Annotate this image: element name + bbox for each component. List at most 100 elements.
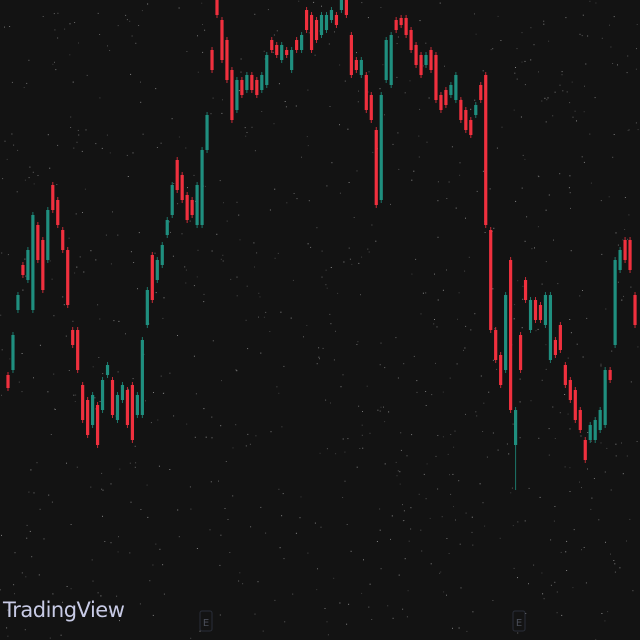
- speckle: [538, 437, 540, 439]
- speckle: [623, 295, 624, 297]
- candle-body: [439, 95, 443, 110]
- speckle: [626, 540, 627, 542]
- speckle: [561, 74, 563, 76]
- speckle: [218, 480, 219, 482]
- speckle: [554, 438, 556, 439]
- speckle: [21, 572, 23, 574]
- speckle: [43, 538, 45, 540]
- speckle: [489, 188, 491, 190]
- speckle: [54, 408, 56, 410]
- speckle: [284, 101, 286, 102]
- speckle: [519, 378, 521, 380]
- speckle: [78, 42, 79, 44]
- candle-body: [225, 40, 229, 80]
- speckle: [547, 97, 549, 99]
- speckle: [232, 447, 234, 449]
- candle-body: [533, 300, 538, 320]
- speckle: [413, 355, 415, 357]
- speckle: [50, 434, 52, 435]
- speckle: [197, 249, 199, 251]
- speckle: [210, 481, 212, 483]
- speckle: [479, 483, 481, 485]
- speckle: [269, 209, 271, 211]
- candle-body: [120, 385, 125, 400]
- speckle: [601, 253, 603, 255]
- speckle: [437, 236, 439, 238]
- speckle: [90, 250, 92, 252]
- speckle: [621, 299, 623, 301]
- speckle: [409, 80, 411, 82]
- speckle: [138, 232, 140, 234]
- candle-body: [434, 55, 438, 100]
- speckle: [117, 234, 119, 236]
- speckle: [380, 7, 382, 8]
- candle-body: [280, 45, 284, 60]
- speckle: [169, 469, 171, 470]
- speckle: [168, 221, 170, 223]
- speckle: [444, 65, 445, 67]
- speckle: [272, 51, 274, 53]
- speckle: [184, 266, 186, 268]
- speckle: [615, 455, 617, 457]
- speckle: [54, 61, 55, 63]
- speckle: [285, 106, 287, 108]
- speckle: [159, 548, 161, 550]
- speckle: [437, 181, 439, 183]
- speckle: [465, 217, 466, 219]
- candle-body: [628, 240, 632, 270]
- speckle: [328, 43, 330, 45]
- speckle: [329, 313, 331, 315]
- speckle: [396, 43, 398, 44]
- speckle: [1, 252, 3, 254]
- speckle: [514, 72, 516, 74]
- speckle: [250, 526, 252, 528]
- speckle: [621, 442, 622, 444]
- speckle: [470, 108, 472, 110]
- speckle: [303, 336, 304, 338]
- speckle: [170, 231, 171, 233]
- speckle: [483, 402, 485, 404]
- speckle: [379, 529, 381, 531]
- speckle: [425, 42, 427, 44]
- watermark: TradingView: [2, 598, 125, 622]
- speckle: [369, 432, 371, 434]
- speckle: [627, 129, 629, 131]
- speckle: [435, 362, 436, 364]
- speckle: [134, 466, 136, 468]
- candle-body: [588, 425, 592, 440]
- candle-body: [275, 45, 279, 55]
- speckle: [513, 109, 515, 111]
- speckle: [314, 54, 316, 56]
- speckle: [249, 443, 251, 445]
- candle-body: [379, 95, 383, 200]
- speckle: [28, 491, 30, 493]
- speckle: [99, 318, 101, 320]
- speckle: [361, 434, 363, 436]
- speckle: [614, 571, 616, 573]
- speckle: [576, 343, 578, 345]
- speckle: [585, 582, 587, 584]
- speckle: [565, 551, 567, 553]
- speckle: [333, 359, 335, 361]
- speckle: [419, 20, 421, 22]
- speckle: [474, 99, 476, 101]
- speckle: [471, 531, 473, 533]
- speckle: [465, 512, 467, 514]
- speckle: [24, 258, 26, 260]
- speckle: [470, 329, 472, 331]
- speckle: [425, 391, 427, 392]
- speckle: [458, 627, 460, 629]
- speckle: [38, 574, 40, 576]
- speckle: [258, 316, 259, 318]
- speckle: [60, 634, 62, 636]
- speckle: [76, 266, 78, 268]
- speckle: [534, 247, 535, 249]
- speckle: [605, 308, 607, 310]
- speckle: [579, 33, 581, 35]
- speckle: [113, 320, 115, 322]
- speckle: [548, 40, 550, 42]
- speckle: [476, 415, 478, 417]
- speckle: [306, 136, 308, 138]
- speckle: [437, 200, 439, 202]
